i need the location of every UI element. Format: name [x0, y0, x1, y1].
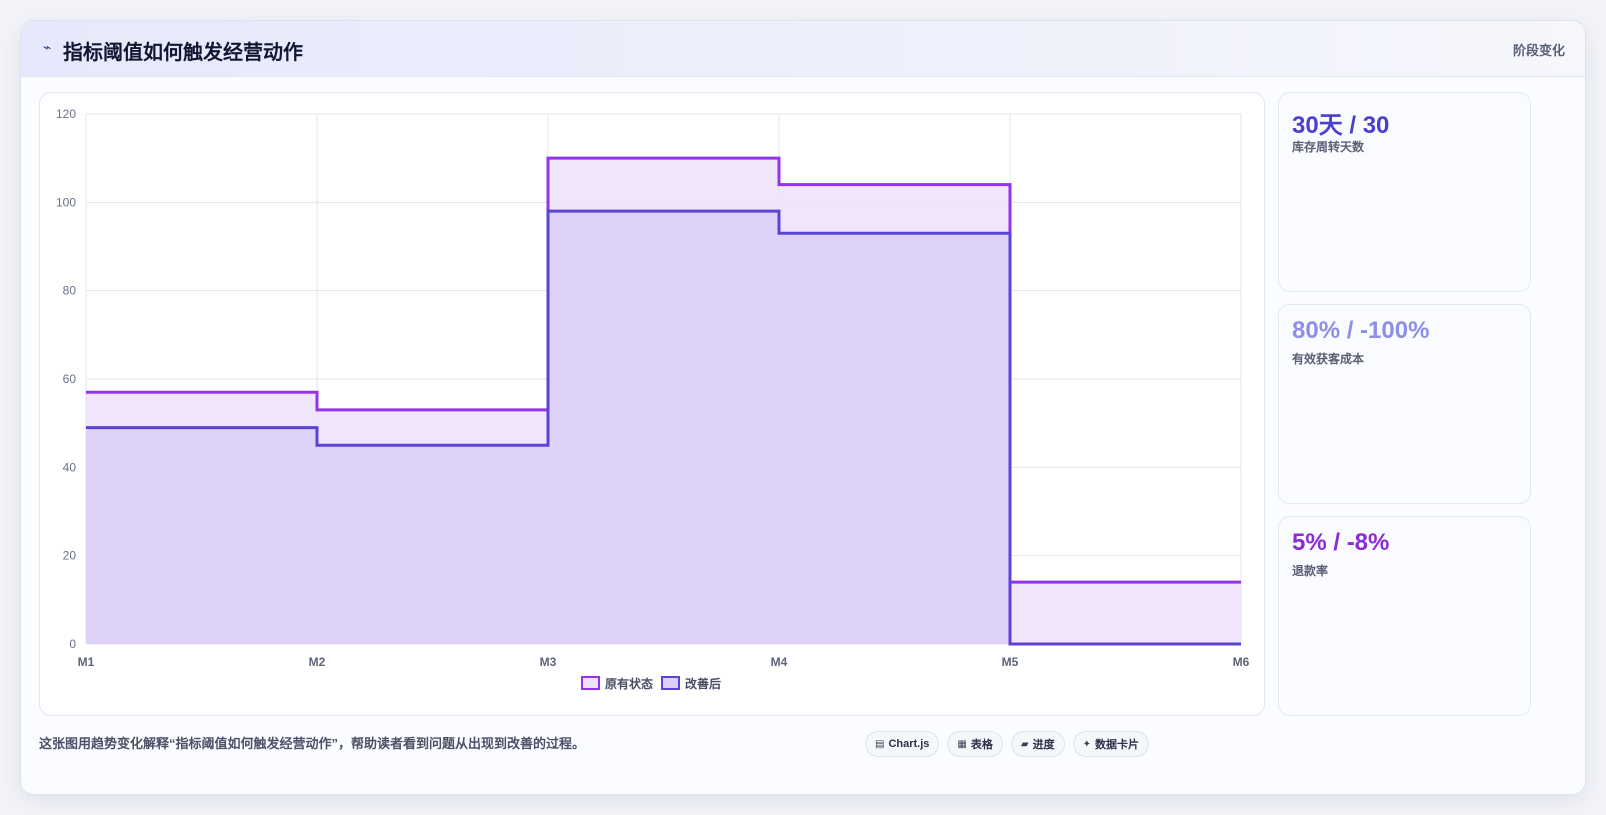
chip-label: 数据卡片 [1094, 739, 1139, 751]
chart-panel: 0 20 40 60 80 100 120 M1 M2 M3 M4 M5 M6 原有状态 改善后 [39, 92, 1265, 716]
chip-label: 表格 [970, 739, 993, 751]
kpi-value: 80% / -100% [1292, 317, 1430, 344]
kpi-value: 5% / -8% [1292, 529, 1390, 556]
series-area-1 [86, 211, 1241, 644]
x-tick-label: M3 [540, 655, 557, 669]
page-title: 指标阈值如何触发经营动作 [63, 42, 303, 64]
x-tick-label: M4 [771, 655, 788, 669]
chart-icon: ▤ [875, 738, 885, 750]
y-tick-label: 100 [56, 195, 76, 209]
kpi-card-refund-rate: 5% / -8% 退款率 [1278, 516, 1531, 716]
kpi-label: 库存周转天数 [1292, 140, 1365, 154]
kpi-card-acquisition-cost: 80% / -100% 有效获客成本 [1278, 304, 1531, 504]
kpi-label: 有效获客成本 [1292, 352, 1365, 366]
x-tick-label: M6 [1233, 655, 1250, 669]
dashboard-card: ⌁ 指标阈值如何触发经营动作 阶段变化 0 20 40 60 80 100 120 M1 M2 M… [20, 20, 1586, 795]
card-icon: ✦ [1082, 738, 1091, 750]
legend-swatch [581, 676, 600, 690]
y-tick-label: 0 [69, 637, 76, 651]
kpi-label: 退款率 [1292, 564, 1329, 578]
x-tick-label: M1 [78, 655, 95, 669]
chip-label: 进度 [1032, 739, 1055, 751]
wave-icon: ⌁ [43, 39, 52, 55]
y-tick-label: 120 [56, 107, 76, 121]
chip-progress[interactable]: ▰ 进度 [1010, 731, 1065, 757]
kpi-card-inventory: 30天 / 30 库存周转天数 [1278, 92, 1531, 292]
kpi-value: 30天 / 30 [1292, 112, 1390, 139]
stage-tag: 阶段变化 [1512, 43, 1565, 58]
series-line-1 [86, 209, 1241, 646]
chip-label: Chart.js [888, 738, 930, 750]
y-tick-label: 20 [63, 549, 77, 563]
card-header: ⌁ 指标阈值如何触发经营动作 阶段变化 [21, 21, 1585, 77]
chip-chartjs[interactable]: ▤ Chart.js [865, 731, 940, 757]
step-area-chart: 0 20 40 60 80 100 120 M1 M2 M3 M4 M5 M6 原有状态 改善后 [56, 107, 1250, 691]
table-icon: ▦ [957, 738, 967, 750]
tech-chips: ▤ Chart.js ▦ 表格 ▰ 进度 ✦ 数据卡片 [865, 731, 1149, 757]
chip-table[interactable]: ▦ 表格 [947, 731, 1003, 757]
y-tick-label: 40 [63, 460, 77, 474]
y-tick-label: 60 [63, 372, 77, 386]
progress-icon: ▰ [1020, 738, 1029, 750]
legend-label: 改善后 [685, 676, 721, 691]
legend-swatch [661, 676, 680, 690]
chip-data-card[interactable]: ✦ 数据卡片 [1072, 731, 1149, 757]
chart-caption: 这张图用趋势变化解释“指标阈值如何触发经营动作”，帮助读者看到问题从出现到改善的… [39, 736, 586, 751]
x-tick-label: M5 [1002, 655, 1019, 669]
legend-label: 原有状态 [605, 676, 653, 691]
y-tick-label: 80 [63, 284, 77, 298]
x-tick-label: M2 [309, 655, 326, 669]
